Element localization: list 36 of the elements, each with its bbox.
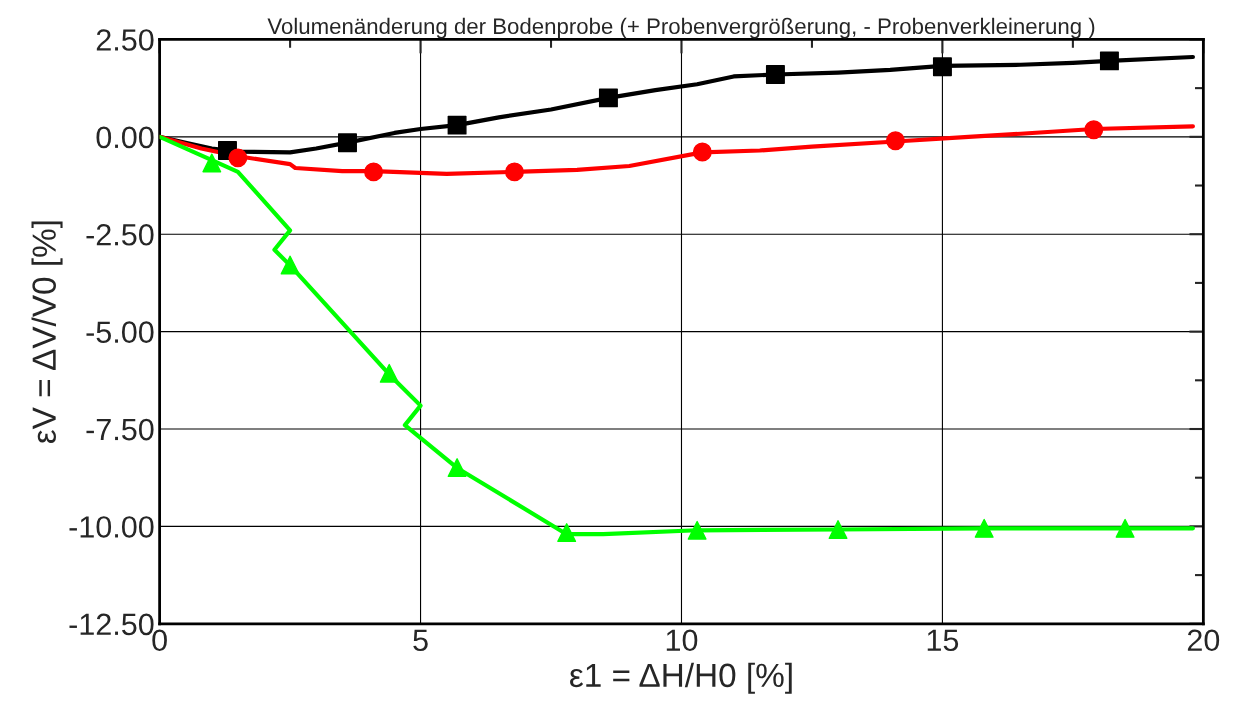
x-tick-label: 10 — [666, 629, 698, 652]
y-tick-label: 2.50 — [96, 29, 154, 51]
x-tick-label: 0 — [152, 629, 167, 652]
point — [765, 65, 785, 84]
point — [974, 518, 994, 538]
x-axis-title: ε1 = ΔH/H0 [%] — [570, 662, 792, 694]
point — [379, 363, 399, 383]
point — [202, 153, 222, 173]
chart-title: Volumenänderung der Bodenprobe (+ Probenvergrößerung, - Probenverkleinerung ) — [267, 17, 1095, 39]
point — [932, 57, 952, 77]
point — [338, 133, 357, 153]
point — [280, 255, 300, 275]
y-tick-label: -12.50 — [69, 613, 154, 636]
y-tick-label: 0.00 — [96, 126, 154, 149]
point — [598, 88, 618, 108]
point — [447, 115, 467, 135]
x-tick-label: 15 — [927, 629, 959, 652]
point — [447, 458, 467, 478]
point — [1084, 120, 1104, 140]
point — [1115, 518, 1135, 538]
point — [687, 520, 707, 540]
point — [828, 520, 848, 539]
point — [557, 523, 577, 543]
x-tick-label: 20 — [1187, 629, 1220, 652]
y-tick-label: -5.00 — [86, 321, 154, 343]
y-axis-title: εV = ΔV/V0 [%] — [31, 221, 63, 444]
point — [692, 142, 712, 162]
x-tick-label: 5 — [413, 629, 428, 652]
point — [364, 162, 384, 182]
point — [505, 162, 524, 182]
point — [1099, 51, 1119, 71]
y-tick-label: -7.50 — [86, 418, 154, 441]
y-tick-label: -2.50 — [86, 223, 154, 246]
point — [228, 148, 248, 168]
point — [885, 131, 905, 151]
y-tick-label: -10.00 — [69, 516, 154, 538]
